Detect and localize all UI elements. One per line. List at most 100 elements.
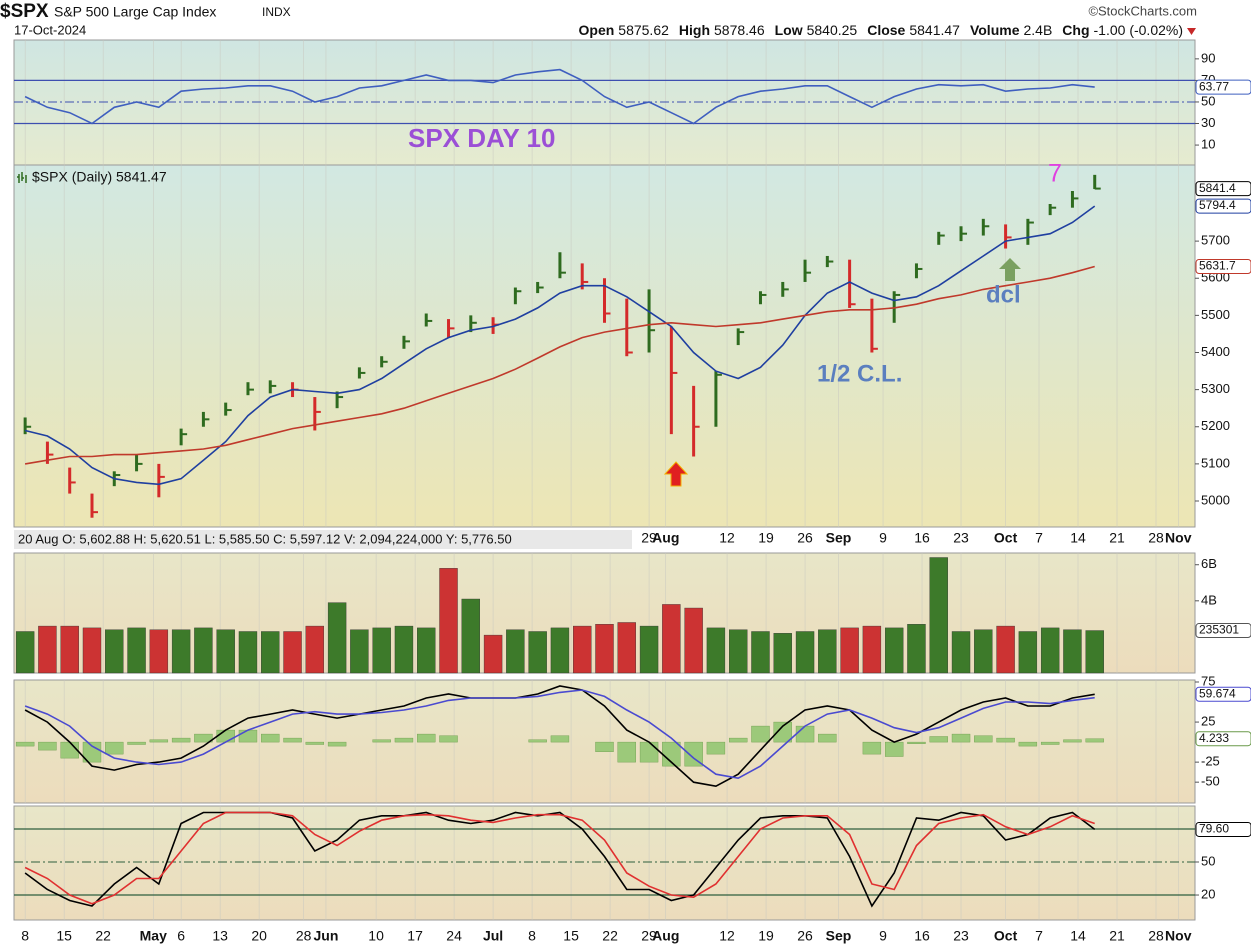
volume-bar	[327, 602, 347, 674]
histogram-bar	[550, 735, 570, 743]
x-tick-label: Nov	[1165, 530, 1192, 546]
volume-bar	[149, 629, 169, 674]
histogram-bar	[1018, 741, 1038, 747]
source: ©StockCharts.com	[1088, 3, 1197, 18]
x-tick-label: Aug	[652, 530, 679, 546]
series-line	[24, 685, 1095, 788]
volume-bar	[907, 624, 926, 674]
volume-bar	[795, 631, 815, 674]
x-tick-label: 21	[1109, 530, 1125, 546]
volume-bar	[105, 629, 124, 674]
x-tick-label: Oct	[994, 530, 1018, 546]
y-tick-label: 5100	[1201, 455, 1230, 470]
value-tag	[1195, 79, 1251, 95]
histogram-bar	[706, 741, 726, 755]
histogram-bar	[773, 721, 792, 743]
legend-text: $SPX (Daily) 5841.47	[32, 169, 167, 185]
x-tick-label: 12	[719, 928, 735, 944]
y-tick-label: -50	[1201, 774, 1220, 789]
annotation: dcl	[986, 281, 1021, 308]
series-line	[24, 811, 1096, 908]
x-tick-label: Sep	[826, 530, 852, 546]
quote-label: Close	[867, 22, 905, 38]
volume-bar	[1063, 629, 1082, 674]
y-tick-label: 75	[1201, 673, 1215, 688]
x-tick-label: 23	[953, 928, 969, 944]
value-tag-label: 79.60	[1199, 822, 1229, 836]
volume-bar	[506, 629, 525, 674]
y-tick-label: 90	[1201, 50, 1215, 65]
histogram-bar	[595, 741, 614, 752]
x-tick-label: 22	[602, 928, 618, 944]
panel-backgrounds	[13, 39, 1196, 921]
legend-icon	[17, 172, 27, 183]
volume-bar	[862, 625, 882, 674]
histogram-bar	[751, 725, 770, 743]
x-tick-label: 29	[641, 530, 657, 546]
volume-bar	[773, 633, 792, 674]
x-tick-label: Aug	[652, 928, 679, 944]
x-tick-label: 14	[1070, 928, 1086, 944]
y-tick-label: 4B	[1201, 592, 1217, 607]
histogram-bar	[60, 741, 79, 759]
histogram-bar	[1040, 741, 1060, 745]
value-tag	[1195, 258, 1251, 274]
histogram-bar	[372, 739, 391, 743]
histogram-bar	[417, 733, 436, 743]
histogram-bar	[283, 737, 302, 743]
x-tick-label: 8	[528, 928, 536, 944]
volume-bar	[662, 604, 681, 674]
volume-bar	[818, 629, 837, 674]
volume-bar	[483, 634, 503, 674]
volume-bar	[261, 631, 280, 674]
histogram-bar	[818, 733, 837, 743]
y-tick-label: 25	[1201, 714, 1215, 729]
histogram-bar	[38, 741, 57, 751]
volume-bar	[372, 627, 391, 674]
volume-bar	[439, 568, 458, 674]
histogram-bar	[996, 737, 1015, 743]
down-triangle	[1187, 28, 1196, 35]
volume-bar	[1085, 630, 1104, 674]
x-tick-label: 23	[953, 530, 969, 546]
value-tag	[1195, 731, 1251, 747]
x-tick-label: 19	[758, 928, 774, 944]
value-tag-label: 59.674	[1199, 686, 1236, 700]
annotation: SPX DAY 10	[408, 123, 555, 153]
x-tick-label: 22	[95, 928, 111, 944]
volume-bar	[974, 629, 993, 674]
symbol: $SPX	[0, 1, 49, 22]
x-tick-label: 26	[797, 530, 813, 546]
volume-bar	[528, 631, 547, 674]
volume-bar	[996, 625, 1015, 674]
histogram-bar	[728, 737, 748, 743]
x-tick-label: 13	[212, 928, 228, 944]
x-tick-label: 6	[177, 928, 185, 944]
x-tick-label: Sep	[826, 928, 852, 944]
value-tag	[1195, 821, 1251, 837]
value-tag	[1195, 686, 1251, 702]
up-arrow	[663, 461, 689, 487]
histogram-bar	[951, 733, 971, 743]
x-tick-label: 9	[879, 530, 887, 546]
volume-bar	[171, 629, 191, 674]
volume-bar	[639, 625, 659, 674]
volume-bar	[82, 627, 102, 674]
x-tick-label: 12	[719, 530, 735, 546]
x-tick-label: 10	[368, 928, 384, 944]
histogram-bar	[261, 733, 280, 743]
quote-value: 5841.47	[909, 22, 960, 38]
x-tick-label: 15	[563, 928, 579, 944]
panel-bg	[13, 805, 1196, 921]
histogram-bar	[907, 741, 926, 744]
volume-bar	[60, 625, 79, 674]
y-tick-label: 5300	[1201, 381, 1230, 396]
value-tag-label: 63.77	[1199, 79, 1229, 93]
x-tick-label: 14	[1070, 530, 1086, 546]
value-tag	[1195, 198, 1251, 214]
value-tag	[1195, 181, 1251, 197]
quote-label: Volume	[970, 22, 1020, 38]
histogram-bar	[394, 737, 414, 743]
value-tag-label: 5841.4	[1199, 181, 1236, 195]
